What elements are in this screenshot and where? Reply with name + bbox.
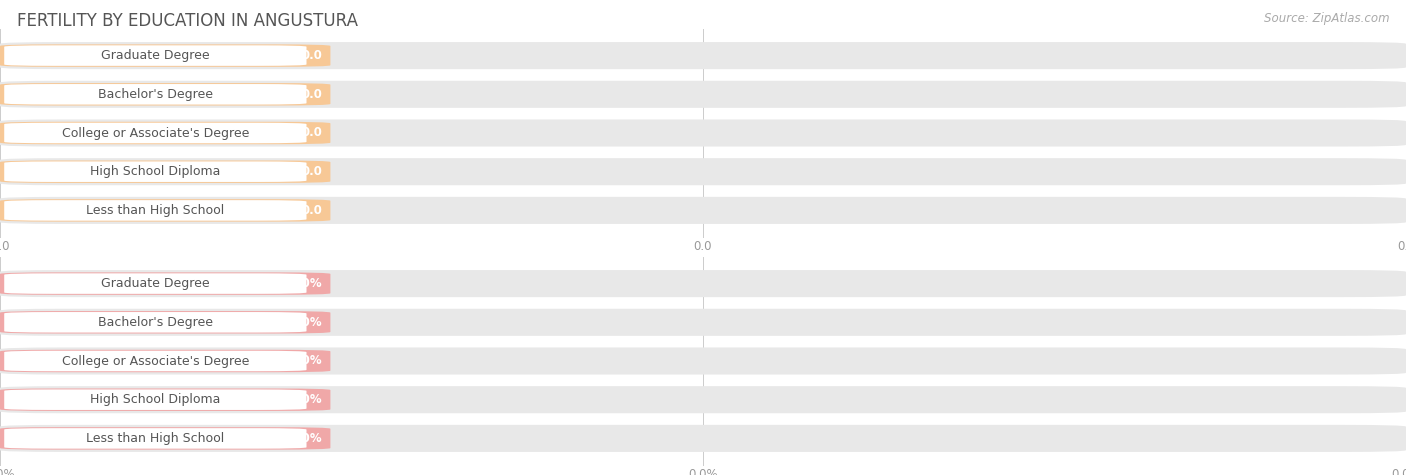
FancyBboxPatch shape bbox=[0, 122, 330, 144]
FancyBboxPatch shape bbox=[4, 84, 307, 104]
FancyBboxPatch shape bbox=[4, 390, 307, 410]
Text: Less than High School: Less than High School bbox=[86, 204, 225, 217]
Text: 0.0: 0.0 bbox=[301, 165, 322, 178]
FancyBboxPatch shape bbox=[0, 425, 1406, 452]
FancyBboxPatch shape bbox=[4, 312, 307, 332]
FancyBboxPatch shape bbox=[0, 83, 330, 105]
FancyBboxPatch shape bbox=[0, 386, 1406, 413]
Text: Bachelor's Degree: Bachelor's Degree bbox=[98, 316, 212, 329]
Text: College or Associate's Degree: College or Associate's Degree bbox=[62, 354, 249, 368]
Text: College or Associate's Degree: College or Associate's Degree bbox=[62, 126, 249, 140]
FancyBboxPatch shape bbox=[4, 45, 307, 66]
FancyBboxPatch shape bbox=[0, 309, 1406, 336]
FancyBboxPatch shape bbox=[0, 350, 330, 372]
FancyBboxPatch shape bbox=[0, 311, 330, 333]
FancyBboxPatch shape bbox=[4, 273, 307, 294]
FancyBboxPatch shape bbox=[0, 270, 1406, 297]
Text: 0.0%: 0.0% bbox=[290, 432, 322, 445]
FancyBboxPatch shape bbox=[0, 389, 330, 411]
FancyBboxPatch shape bbox=[0, 158, 1406, 185]
Text: Source: ZipAtlas.com: Source: ZipAtlas.com bbox=[1264, 12, 1389, 25]
FancyBboxPatch shape bbox=[0, 347, 1406, 375]
FancyBboxPatch shape bbox=[4, 123, 307, 143]
FancyBboxPatch shape bbox=[0, 427, 330, 450]
Text: 0.0%: 0.0% bbox=[290, 393, 322, 406]
FancyBboxPatch shape bbox=[0, 44, 330, 67]
Text: 0.0: 0.0 bbox=[301, 126, 322, 140]
FancyBboxPatch shape bbox=[0, 161, 330, 183]
Text: 0.0: 0.0 bbox=[301, 88, 322, 101]
FancyBboxPatch shape bbox=[0, 119, 1406, 147]
FancyBboxPatch shape bbox=[0, 197, 1406, 224]
FancyBboxPatch shape bbox=[0, 81, 1406, 108]
Text: Bachelor's Degree: Bachelor's Degree bbox=[98, 88, 212, 101]
FancyBboxPatch shape bbox=[4, 428, 307, 449]
FancyBboxPatch shape bbox=[0, 42, 1406, 69]
Text: High School Diploma: High School Diploma bbox=[90, 165, 221, 178]
Text: 0.0%: 0.0% bbox=[290, 277, 322, 290]
Text: Graduate Degree: Graduate Degree bbox=[101, 277, 209, 290]
Text: Less than High School: Less than High School bbox=[86, 432, 225, 445]
Text: 0.0%: 0.0% bbox=[290, 354, 322, 368]
Text: High School Diploma: High School Diploma bbox=[90, 393, 221, 406]
Text: FERTILITY BY EDUCATION IN ANGUSTURA: FERTILITY BY EDUCATION IN ANGUSTURA bbox=[17, 12, 359, 30]
FancyBboxPatch shape bbox=[0, 199, 330, 222]
Text: Graduate Degree: Graduate Degree bbox=[101, 49, 209, 62]
Text: 0.0: 0.0 bbox=[301, 204, 322, 217]
FancyBboxPatch shape bbox=[4, 351, 307, 371]
Text: 0.0: 0.0 bbox=[301, 49, 322, 62]
FancyBboxPatch shape bbox=[4, 200, 307, 221]
FancyBboxPatch shape bbox=[4, 162, 307, 182]
Text: 0.0%: 0.0% bbox=[290, 316, 322, 329]
FancyBboxPatch shape bbox=[0, 272, 330, 295]
